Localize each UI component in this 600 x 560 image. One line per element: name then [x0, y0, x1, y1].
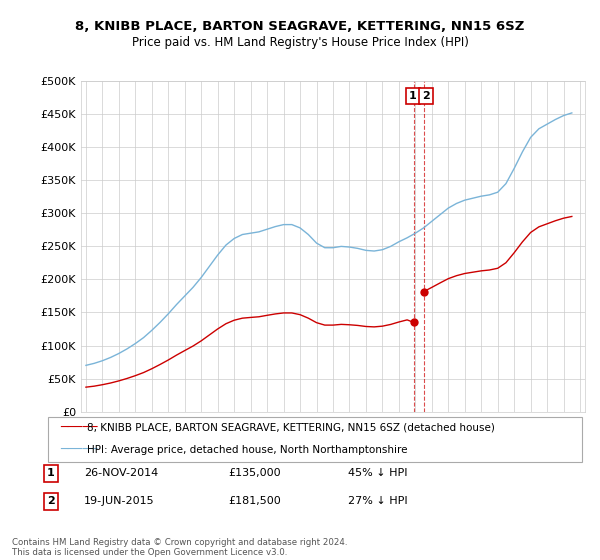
Text: ─────: ───── [60, 443, 97, 456]
Text: 1: 1 [409, 91, 417, 101]
Text: 26-NOV-2014: 26-NOV-2014 [84, 468, 158, 478]
Text: ─────: ───── [60, 421, 97, 434]
Text: 27% ↓ HPI: 27% ↓ HPI [348, 496, 407, 506]
Text: HPI: Average price, detached house, North Northamptonshire: HPI: Average price, detached house, Nort… [87, 445, 407, 455]
Text: 45% ↓ HPI: 45% ↓ HPI [348, 468, 407, 478]
Text: 2: 2 [422, 91, 430, 101]
Text: 19-JUN-2015: 19-JUN-2015 [84, 496, 155, 506]
Bar [48, 417, 582, 462]
Text: 2: 2 [47, 496, 55, 506]
Text: Contains HM Land Registry data © Crown copyright and database right 2024.
This d: Contains HM Land Registry data © Crown c… [12, 538, 347, 557]
Text: 8, KNIBB PLACE, BARTON SEAGRAVE, KETTERING, NN15 6SZ: 8, KNIBB PLACE, BARTON SEAGRAVE, KETTERI… [76, 20, 524, 32]
Text: 1: 1 [47, 468, 55, 478]
Text: £135,000: £135,000 [228, 468, 281, 478]
Text: 8, KNIBB PLACE, BARTON SEAGRAVE, KETTERING, NN15 6SZ (detached house): 8, KNIBB PLACE, BARTON SEAGRAVE, KETTERI… [87, 422, 495, 432]
Text: Price paid vs. HM Land Registry's House Price Index (HPI): Price paid vs. HM Land Registry's House … [131, 36, 469, 49]
Text: £181,500: £181,500 [228, 496, 281, 506]
